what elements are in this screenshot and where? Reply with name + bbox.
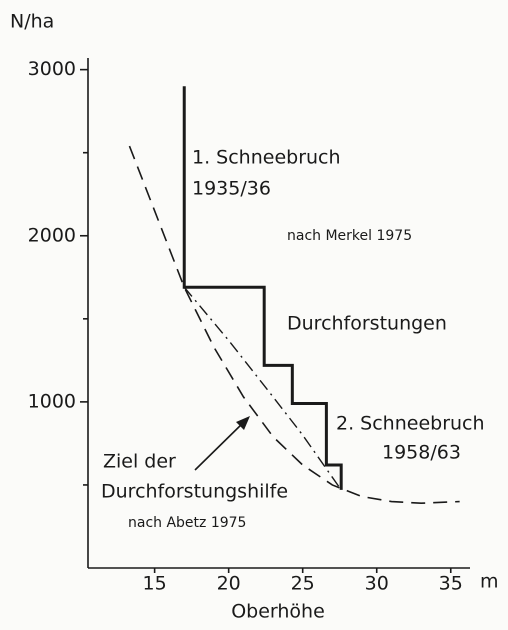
x-axis-label: Oberhöhe [231,601,325,623]
y-tick-label: 1000 [28,390,76,412]
arrow [194,416,250,471]
x-tick-label: 30 [365,573,389,595]
series-line [128,145,460,505]
x-tick-label: 15 [143,573,167,595]
annotation: Ziel der [103,451,176,473]
annotation: Durchforstungshilfe [101,481,288,503]
x-tick-label: 25 [291,573,315,595]
annotation: 2. Schneebruch [336,413,485,435]
annotation: 1958/63 [382,442,461,464]
annotation: nach Abetz 1975 [128,515,246,531]
annotation: 1935/36 [192,178,271,200]
annotation: nach Merkel 1975 [287,228,412,244]
y-tick-label: 3000 [28,58,76,80]
x-unit: m [480,571,499,593]
y-tick-label: 2000 [28,224,76,246]
x-tick-label: 20 [217,573,241,595]
series-line [182,86,343,490]
annotation: Durchforstungen [287,313,447,335]
x-tick-label: 35 [439,573,463,595]
y-axis-label: N/ha [10,11,54,33]
annotation: 1. Schneebruch [192,147,341,169]
